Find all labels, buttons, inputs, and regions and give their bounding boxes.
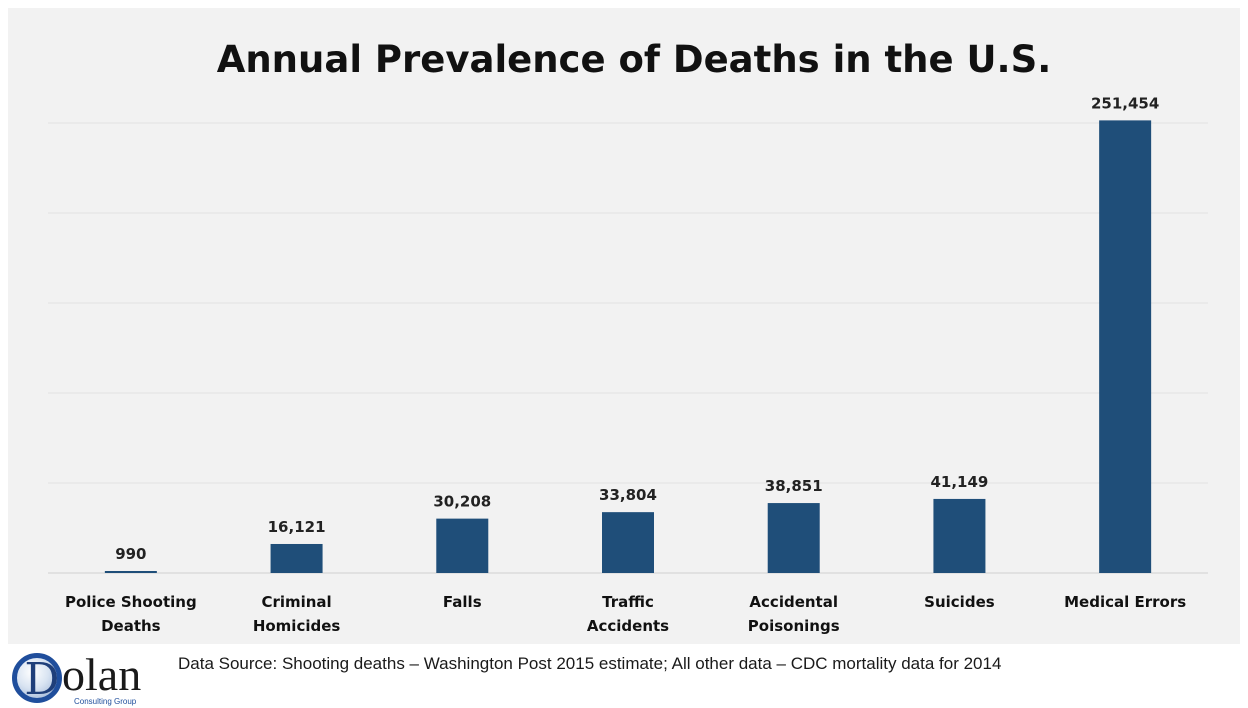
- category-label: Falls: [443, 593, 482, 611]
- category-label-line: Falls: [443, 593, 482, 611]
- category-label-line: Poisonings: [748, 617, 840, 635]
- bar: [1099, 120, 1152, 573]
- bars: [104, 120, 1152, 573]
- bar-chart: Annual Prevalence of Deaths in the U.S. …: [48, 38, 1208, 635]
- data-label: 16,121: [268, 518, 326, 536]
- chart-title: Annual Prevalence of Deaths in the U.S.: [217, 38, 1052, 81]
- data-label: 990: [115, 545, 146, 563]
- data-label: 30,208: [433, 493, 491, 511]
- category-label-line: Accidents: [587, 617, 669, 635]
- category-label: Suicides: [924, 593, 995, 611]
- category-label: Accidental Poisonings: [748, 593, 840, 635]
- category-label: Traffic Accidents: [587, 593, 669, 635]
- company-logo: D olan Consulting Group: [6, 649, 172, 707]
- footer: D olan Consulting Group Data Source: Sho…: [0, 644, 1248, 708]
- data-label: 33,804: [599, 486, 657, 504]
- category-label-line: Police Shooting: [65, 593, 197, 611]
- category-label-line: Suicides: [924, 593, 995, 611]
- bar: [270, 543, 323, 573]
- category-label-line: Deaths: [101, 617, 161, 635]
- category-label-line: Medical Errors: [1064, 593, 1186, 611]
- logo-letter: D: [24, 654, 60, 703]
- data-source-note: Data Source: Shooting deaths – Washingto…: [178, 654, 1002, 673]
- value-labels: 990 16,121 30,208 33,804 38,851 41,149 251,454: [115, 94, 1159, 563]
- category-label: Criminal Homicides: [253, 593, 341, 635]
- category-label: Medical Errors: [1064, 593, 1186, 611]
- category-label: Police Shooting Deaths: [65, 593, 197, 635]
- category-label-line: Accidental: [749, 593, 838, 611]
- bar: [933, 498, 986, 573]
- gridlines: [48, 122, 1208, 574]
- category-label-line: Traffic: [602, 593, 654, 611]
- data-label: 251,454: [1091, 94, 1159, 112]
- data-label: 41,149: [930, 473, 988, 491]
- category-label-line: Homicides: [253, 617, 341, 635]
- category-labels: Police Shooting Deaths Criminal Homicides Fa…: [65, 593, 1186, 635]
- bar: [767, 503, 820, 573]
- logo-wordmark: olan: [62, 649, 142, 700]
- data-label: 38,851: [765, 477, 823, 495]
- chart-panel: Annual Prevalence of Deaths in the U.S. …: [8, 8, 1240, 644]
- bar: [436, 518, 489, 573]
- bar: [104, 571, 157, 573]
- category-label-line: Criminal: [261, 593, 331, 611]
- logo-emblem: D: [12, 653, 62, 703]
- logo-tagline: Consulting Group: [74, 697, 137, 706]
- bar: [602, 512, 654, 573]
